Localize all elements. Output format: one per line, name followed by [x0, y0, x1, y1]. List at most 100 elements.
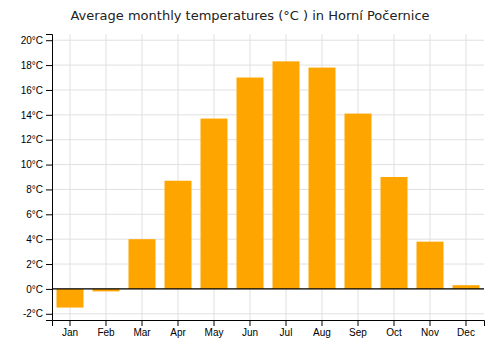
x-tick: Oct	[386, 320, 402, 338]
y-tick: 16°C	[21, 85, 52, 96]
x-tick-mark	[358, 320, 359, 326]
bar	[381, 177, 408, 289]
y-tick: 0°C	[26, 284, 52, 295]
x-tick-mark	[178, 320, 179, 326]
title: Average monthly temperatures (°C ) in Ho…	[70, 8, 429, 23]
x-tick-label: May	[205, 327, 224, 338]
bar	[309, 68, 336, 289]
bar	[237, 78, 264, 289]
x-tick-label: Sep	[349, 327, 367, 338]
x-tick: May	[205, 320, 224, 338]
x-tick-mark	[250, 320, 251, 326]
y-tick-label: 10°C	[21, 159, 43, 170]
y-tick-mark	[46, 90, 52, 91]
bar	[201, 119, 228, 289]
x-tick-label: Feb	[97, 327, 115, 338]
x-tick-mark	[214, 320, 215, 326]
x-tick: Aug	[313, 320, 331, 338]
y-tick-mark	[46, 65, 52, 66]
y-tick-mark	[46, 314, 52, 315]
y-grid-line	[52, 239, 484, 240]
bar	[273, 61, 300, 289]
y-grid-line	[52, 40, 484, 41]
bar	[165, 181, 192, 289]
plot: Jan Feb Mar Apr May Jun Jul Aug Sep Oct Nov Dec -2°C…	[21, 34, 485, 338]
x-tick-mark	[142, 320, 143, 326]
y-axis: -2°C 0°C 2°C 4°C 6°C 8°C 10°C 12°C 14°C 16°C 18°C 2…	[21, 35, 53, 321]
x-tick-label: Oct	[386, 327, 402, 338]
bar	[417, 242, 444, 289]
x-tick-label: Jul	[280, 327, 293, 338]
y-tick-label: 6°C	[26, 209, 43, 220]
y-tick-mark	[46, 115, 52, 116]
y-tick-mark	[46, 140, 52, 141]
y-tick-mark	[46, 289, 52, 290]
x-tick: Nov	[421, 320, 439, 338]
x-tick-label: Dec	[457, 327, 475, 338]
x-tick: Apr	[170, 320, 186, 338]
x-tick: Mar	[133, 320, 151, 338]
y-tick-label: 4°C	[26, 234, 43, 245]
x-tick-label: Jun	[242, 327, 258, 338]
y-grid-line	[52, 313, 484, 314]
x-tick-mark	[466, 320, 467, 326]
y-tick: 12°C	[21, 134, 52, 145]
x-tick-label: Apr	[170, 327, 186, 338]
x-tick-mark	[322, 320, 323, 326]
x-tick: Jan	[62, 320, 78, 338]
x-grid-line	[70, 34, 71, 320]
x-tick: Feb	[97, 320, 115, 338]
x-grid-line	[466, 34, 467, 320]
y-grid-line	[52, 139, 484, 140]
y-tick-mark	[46, 239, 52, 240]
y-tick-label: 12°C	[21, 134, 43, 145]
y-tick-mark	[46, 214, 52, 215]
x-tick-label: Mar	[133, 327, 151, 338]
y-tick: 2°C	[26, 259, 52, 270]
x-tick: Sep	[349, 320, 367, 338]
y-tick: 18°C	[21, 60, 52, 71]
y-grid-line	[52, 214, 484, 215]
y-grid-line	[52, 65, 484, 66]
x-axis-line	[53, 321, 485, 327]
bars	[57, 61, 480, 307]
x-tick-mark	[106, 320, 107, 326]
y-tick: 14°C	[21, 110, 52, 121]
y-grid-line	[52, 114, 484, 115]
x-tick-mark	[70, 320, 71, 326]
y-tick-label: 20°C	[21, 35, 43, 46]
zero-line	[52, 288, 484, 289]
y-tick-label: 18°C	[21, 60, 43, 71]
x-tick-mark	[394, 320, 395, 326]
y-grid-line	[52, 288, 484, 289]
y-axis-line	[46, 35, 53, 321]
x-tick: Jun	[242, 320, 258, 338]
x-tick: Jul	[280, 320, 293, 338]
y-tick-mark	[46, 40, 52, 41]
x-axis: Jan Feb Mar Apr May Jun Jul Aug Sep Oct Nov Dec	[53, 320, 485, 338]
x-tick: Dec	[457, 320, 475, 338]
x-tick-mark	[286, 320, 287, 326]
y-tick: 4°C	[26, 234, 52, 245]
y-tick-label: 14°C	[21, 110, 43, 121]
x-grid-line	[106, 34, 107, 320]
y-tick: 6°C	[26, 209, 52, 220]
y-tick: 10°C	[21, 159, 52, 170]
y-grid-line	[52, 189, 484, 190]
y-tick: -2°C	[23, 308, 52, 319]
bar	[345, 114, 372, 289]
bar	[129, 239, 156, 289]
x-tick-label: Jan	[62, 327, 78, 338]
y-tick-label: 2°C	[26, 259, 43, 270]
x-tick-mark	[430, 320, 431, 326]
y-tick: 8°C	[26, 184, 52, 195]
y-tick: 20°C	[21, 35, 52, 46]
y-tick-label: 16°C	[21, 85, 43, 96]
x-tick-label: Aug	[313, 327, 331, 338]
x-tick-label: Nov	[421, 327, 439, 338]
y-tick-label: 0°C	[26, 284, 43, 295]
chart: Average monthly temperatures (°C ) in Ho…	[0, 0, 500, 350]
y-tick-mark	[46, 264, 52, 265]
grid	[52, 34, 484, 320]
y-tick-label: 8°C	[26, 184, 43, 195]
